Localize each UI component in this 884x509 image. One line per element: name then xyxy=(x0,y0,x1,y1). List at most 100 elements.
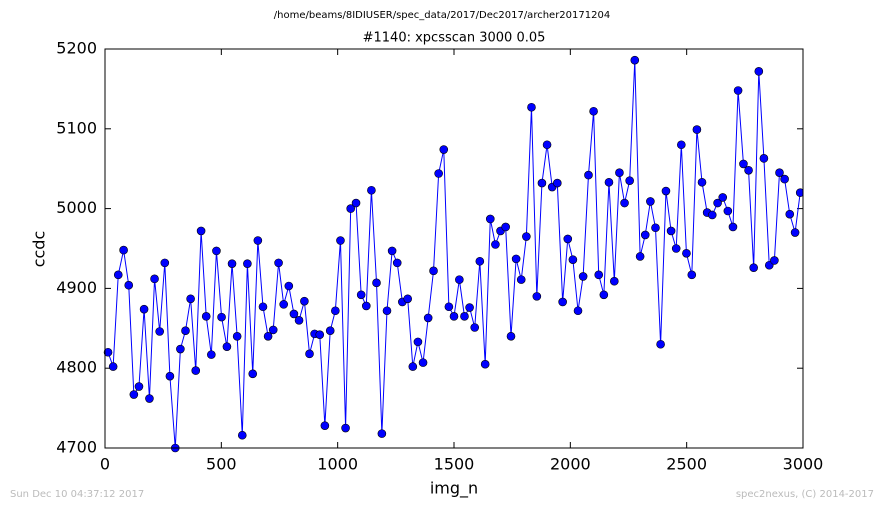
data-point xyxy=(320,421,330,430)
data-point xyxy=(728,222,738,232)
data-point xyxy=(439,145,449,154)
data-point xyxy=(258,302,268,312)
data-point xyxy=(640,230,650,240)
data-point xyxy=(795,188,803,197)
data-point xyxy=(749,263,758,272)
data-point xyxy=(351,198,361,208)
data-point xyxy=(108,362,118,371)
data-point xyxy=(697,177,707,187)
data-point xyxy=(615,168,624,177)
plot-frame xyxy=(104,48,804,449)
data-point xyxy=(119,245,128,255)
data-point xyxy=(294,316,304,325)
data-point xyxy=(336,236,345,245)
data-point xyxy=(103,347,113,357)
x-tick-label: 1000 xyxy=(317,455,358,474)
data-point xyxy=(537,178,547,188)
data-point xyxy=(501,222,510,232)
y-tick-label: 4800 xyxy=(56,358,97,377)
data-point xyxy=(232,331,242,341)
data-point xyxy=(243,259,252,268)
data-point xyxy=(113,270,123,280)
data-point xyxy=(160,258,170,268)
data-point xyxy=(356,290,366,300)
data-point xyxy=(129,390,139,399)
data-point xyxy=(423,313,433,323)
data-point xyxy=(480,359,490,369)
data-point xyxy=(181,326,190,335)
data-point xyxy=(346,204,355,213)
data-point xyxy=(201,312,211,321)
data-point xyxy=(558,297,567,307)
data-point xyxy=(289,309,299,319)
data-point xyxy=(723,206,733,216)
data-point xyxy=(413,337,423,347)
data-point xyxy=(666,226,676,236)
data-point xyxy=(124,280,134,290)
data-point xyxy=(656,339,665,349)
data-point xyxy=(150,274,159,284)
data-point xyxy=(604,177,614,187)
data-point xyxy=(759,154,769,163)
x-axis-label: img_n xyxy=(430,479,478,499)
footer-left: Sun Dec 10 04:37:12 2017 xyxy=(10,489,144,500)
data-point xyxy=(145,394,154,403)
data-point xyxy=(511,254,521,264)
data-point xyxy=(568,255,578,264)
y-tick-label: 4900 xyxy=(56,278,97,297)
data-point xyxy=(635,252,645,261)
x-tick-label: 2000 xyxy=(550,455,591,474)
data-point xyxy=(222,342,232,351)
data-point xyxy=(460,312,469,321)
data-point xyxy=(718,193,728,202)
data-point xyxy=(465,303,474,312)
suptitle: /home/beams/8IDIUSER/spec_data/2017/Dec2… xyxy=(274,10,610,21)
data-point xyxy=(470,323,480,332)
data-point xyxy=(387,246,397,256)
y-tick-label: 5000 xyxy=(56,198,97,217)
data-point xyxy=(382,306,392,316)
data-point xyxy=(516,275,526,284)
data-point xyxy=(661,186,671,196)
data-point xyxy=(237,430,247,440)
data-point xyxy=(248,369,258,379)
data-point xyxy=(134,382,144,391)
x-tick-label: 1500 xyxy=(434,455,475,474)
data-point xyxy=(625,176,634,185)
data-point xyxy=(191,366,201,375)
data-point xyxy=(279,300,288,309)
x-tick-label: 3000 xyxy=(783,455,824,474)
data-point xyxy=(610,276,619,286)
data-point xyxy=(305,349,314,359)
data-point xyxy=(263,331,273,341)
data-point xyxy=(775,168,784,177)
data-point xyxy=(392,258,402,268)
data-point xyxy=(599,290,609,300)
x-tick-label: 2500 xyxy=(666,455,707,474)
data-point xyxy=(630,55,640,65)
data-point xyxy=(274,258,283,268)
y-tick-label: 5100 xyxy=(56,118,97,137)
data-point xyxy=(527,102,536,112)
data-point xyxy=(692,125,702,134)
data-point xyxy=(139,304,149,314)
data-point xyxy=(646,197,655,206)
data-point xyxy=(372,278,381,288)
data-point xyxy=(584,170,593,180)
data-point xyxy=(522,232,531,241)
data-point xyxy=(682,248,691,258)
data-point xyxy=(542,140,552,150)
data-point xyxy=(434,169,443,178)
data-point xyxy=(196,226,206,236)
data-point xyxy=(506,331,516,341)
x-tick-label: 0 xyxy=(100,455,110,474)
data-point xyxy=(444,302,454,312)
data-point xyxy=(361,301,371,311)
data-point xyxy=(733,86,743,95)
data-point xyxy=(284,281,294,291)
data-point xyxy=(739,159,748,169)
data-point xyxy=(268,325,278,335)
data-point xyxy=(780,174,789,184)
